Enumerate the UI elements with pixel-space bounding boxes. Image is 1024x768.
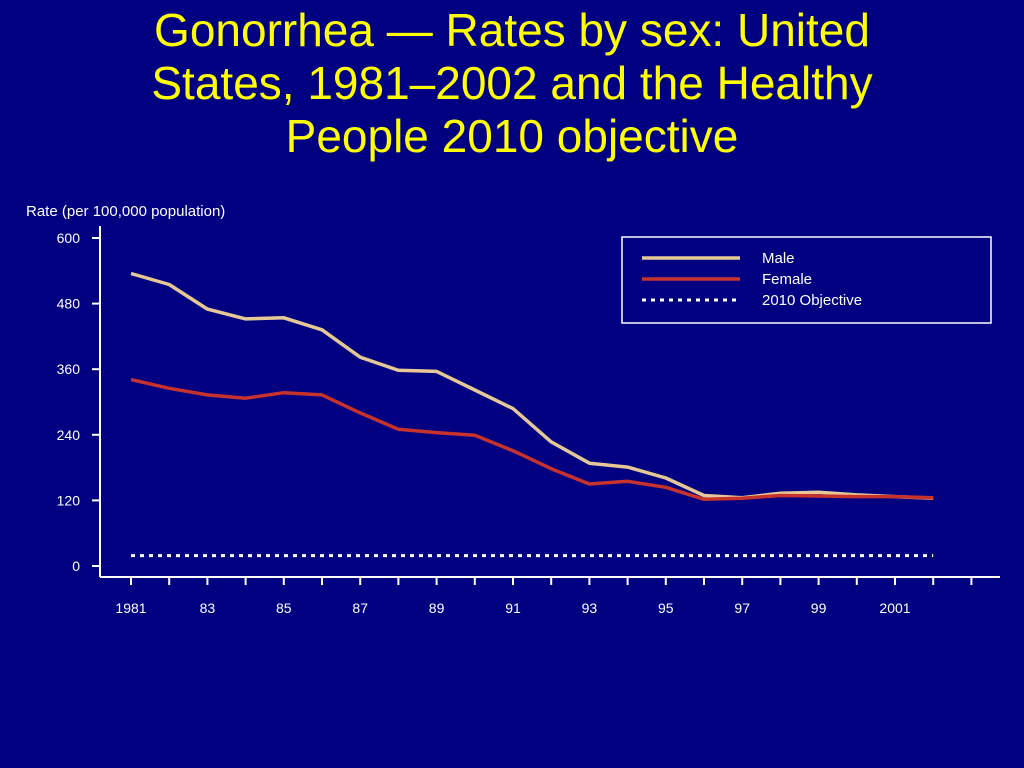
y-tick-label: 360 — [57, 361, 81, 377]
series-lines — [130, 271, 934, 558]
legend-label-2010-objective: 2010 Objective — [762, 292, 862, 309]
legend-label-female: Female — [762, 271, 812, 288]
y-ticks: 0 120 240 360 480 600 — [57, 230, 100, 574]
title-line-1: Gonorrhea — Rates by sex: United — [154, 4, 870, 56]
series-line-male — [130, 271, 934, 500]
x-tick-label: 95 — [658, 600, 674, 616]
x-tick-label: 97 — [734, 600, 750, 616]
x-tick-label: 93 — [582, 600, 598, 616]
y-tick-label: 240 — [57, 427, 81, 443]
x-tick-label: 89 — [429, 600, 445, 616]
legend: Male Female 2010 Objective — [621, 236, 992, 324]
series-line-female — [130, 377, 934, 502]
y-tick-label: 480 — [57, 296, 81, 312]
x-tick-label: 83 — [200, 600, 216, 616]
y-axis-label: Rate (per 100,000 population) — [26, 203, 225, 220]
legend-box — [621, 236, 992, 324]
x-tick-label: 87 — [352, 600, 368, 616]
x-tick-label: 99 — [811, 600, 827, 616]
axes — [99, 226, 1000, 578]
y-tick-label: 120 — [57, 492, 81, 508]
legend-label-male: Male — [762, 250, 795, 267]
y-tick-label: 0 — [72, 558, 80, 574]
x-tick-label: 2001 — [879, 600, 910, 616]
x-tick-label: 1981 — [115, 600, 146, 616]
x-ticks: 1981 83 85 87 89 91 93 95 97 99 2001 — [115, 577, 973, 616]
y-tick-label: 600 — [57, 230, 81, 246]
title-line-3: People 2010 objective — [285, 110, 739, 162]
x-tick-label: 91 — [505, 600, 521, 616]
x-tick-label: 85 — [276, 600, 292, 616]
title-line-2: States, 1981–2002 and the Healthy — [151, 57, 873, 109]
chart-title: Gonorrhea — Rates by sex: United States,… — [60, 4, 964, 163]
